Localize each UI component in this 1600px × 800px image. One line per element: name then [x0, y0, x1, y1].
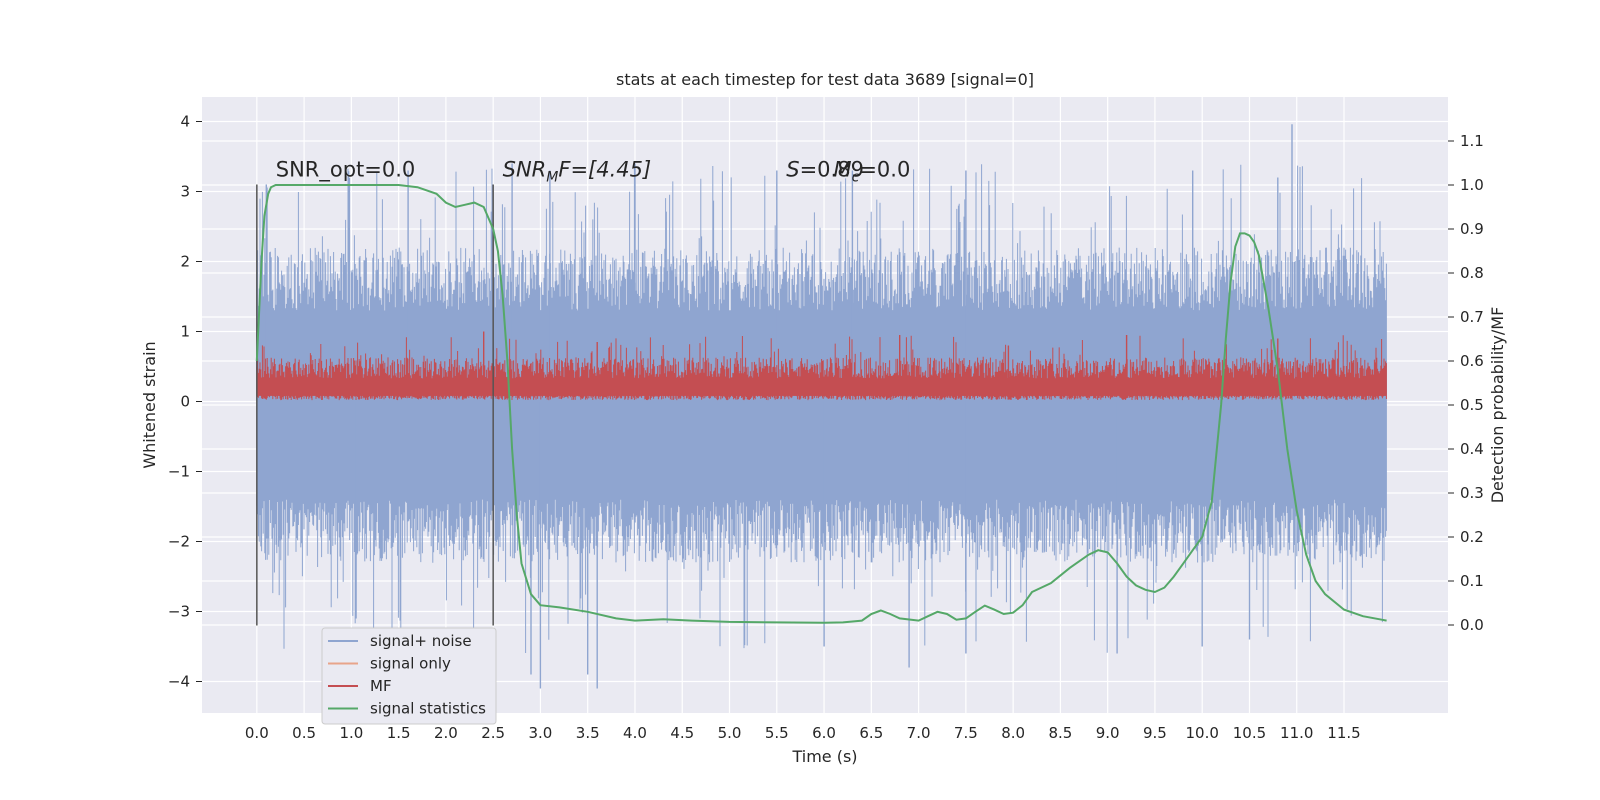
y-right-tick-label: 0.5: [1460, 396, 1484, 414]
y-right-axis-label: Detection probability/MF: [1488, 307, 1507, 504]
x-axis-label: Time (s): [791, 747, 857, 766]
annotation-snr-opt: SNR_opt=0.0: [276, 158, 416, 183]
y-right-tick-label: 1.0: [1460, 176, 1484, 194]
annotation-snr-mf-sub: M: [546, 170, 558, 186]
y-left-tick-label: 0: [180, 393, 190, 411]
y-right-tick-label: 0.0: [1460, 616, 1484, 634]
annotation-snr-mf-label: SNR: [503, 158, 547, 182]
annotation-mc: Mc=0.0: [834, 158, 911, 186]
annotation-mc-value: =0.0: [859, 158, 910, 182]
y-right-tick-label: 0.9: [1460, 220, 1484, 238]
annotation-snr-mf: SNRMF=[4.45]: [503, 158, 652, 186]
y-right-tick-label: 1.1: [1460, 132, 1484, 150]
x-tick-label: 0.0: [245, 724, 269, 742]
y-right-tick-label: 0.1: [1460, 572, 1484, 590]
y-right-tick-label: 0.6: [1460, 352, 1484, 370]
x-tick-label: 1.0: [339, 724, 363, 742]
annotation-mc-sub: c: [852, 170, 860, 186]
x-tick-label: 3.5: [576, 724, 600, 742]
x-tick-label: 6.0: [812, 724, 836, 742]
y-left-tick-label: −2: [168, 533, 190, 551]
legend: signal+ noise signal only MF signal stat…: [321, 627, 497, 725]
y-left-tick-label: −1: [168, 463, 190, 481]
x-tick-label: 11.0: [1280, 724, 1313, 742]
x-tick-label: 6.5: [859, 724, 883, 742]
y-left-axis-label: Whitened strain: [140, 341, 159, 468]
y-right-axis-ticks: 0.0 0.1 0.2 0.3 0.4 0.5 0.6 0.7 0.8 0.9 1.0 1.1: [1448, 132, 1484, 634]
y-right-tick-label: 0.4: [1460, 440, 1484, 458]
x-tick-label: 9.5: [1143, 724, 1167, 742]
y-left-tick-label: 1: [180, 323, 190, 341]
annotation-s-value: =0.89: [800, 158, 864, 182]
x-tick-label: 0.5: [292, 724, 316, 742]
x-tick-label: 10.5: [1233, 724, 1266, 742]
y-left-tick-label: −4: [168, 673, 190, 691]
y-left-tick-label: 2: [180, 253, 190, 271]
x-tick-label: 5.5: [765, 724, 789, 742]
x-tick-label: 10.0: [1186, 724, 1219, 742]
x-tick-label: 7.0: [907, 724, 931, 742]
y-right-tick-label: 0.3: [1460, 484, 1484, 502]
y-left-tick-label: 4: [180, 113, 190, 131]
chart-title: stats at each timestep for test data 368…: [616, 70, 1034, 89]
annotation-s-label: S: [786, 158, 799, 182]
series-signal-statistics-line: [255, 184, 1387, 624]
legend-box: [321, 627, 497, 725]
y-right-tick-label: 0.8: [1460, 264, 1484, 282]
legend-label-signal-only: signal only: [370, 655, 451, 673]
x-tick-label: 11.5: [1327, 724, 1360, 742]
x-tick-label: 2.0: [434, 724, 458, 742]
legend-label-signal-noise: signal+ noise: [370, 632, 472, 650]
series-signal-noise: [256, 124, 1387, 689]
annotation-snr-mf-tail: F=[4.45]: [558, 158, 651, 182]
x-tick-label: 4.5: [670, 724, 694, 742]
x-tick-label: 2.5: [481, 724, 505, 742]
legend-label-signal-statistics: signal statistics: [370, 700, 486, 718]
x-axis-ticks: 0.0 0.5 1.0 1.5 2.0 2.5 3.0 3.5 4.0 4.5 5.0 5.5 6.0 6…: [245, 724, 1361, 742]
legend-label-mf: MF: [370, 677, 392, 695]
vertical-marker-lines: [256, 184, 494, 626]
y-right-tick-label: 0.2: [1460, 528, 1484, 546]
x-tick-label: 1.5: [387, 724, 411, 742]
annotation-s: S=0.89: [786, 158, 864, 182]
annotation-mc-label: M: [834, 158, 852, 182]
x-tick-label: 9.0: [1096, 724, 1120, 742]
y-right-tick-label: 0.7: [1460, 308, 1484, 326]
x-tick-label: 8.5: [1048, 724, 1072, 742]
noise-spikes: [265, 124, 1293, 689]
x-tick-label: 5.0: [718, 724, 742, 742]
series-mf: [256, 331, 1387, 401]
y-left-axis-ticks: −4 −3 −2 −1 0 1 2 3 4: [168, 113, 202, 691]
y-left-tick-label: 3: [180, 183, 190, 201]
x-tick-label: 8.0: [1001, 724, 1025, 742]
mf-spikes: [483, 331, 1279, 381]
x-tick-label: 3.0: [529, 724, 553, 742]
x-tick-label: 4.0: [623, 724, 647, 742]
y-left-tick-label: −3: [168, 603, 190, 621]
x-tick-label: 7.5: [954, 724, 978, 742]
